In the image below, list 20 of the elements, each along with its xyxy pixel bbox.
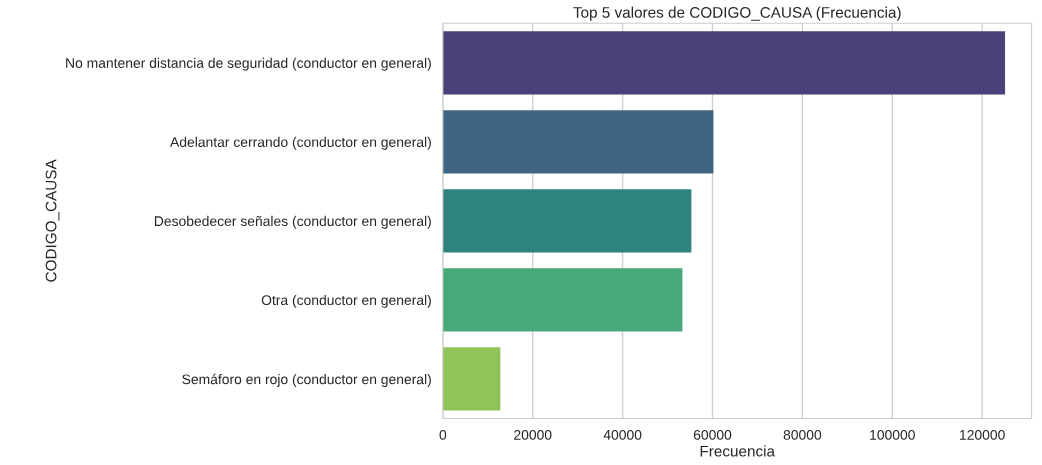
x-tick-label: 60000 xyxy=(693,429,732,440)
y-axis-title: CODIGO_CAUSA xyxy=(45,159,60,282)
bar xyxy=(442,189,692,253)
y-tick-label: Adelantar cerrando (conductor en general) xyxy=(170,136,431,150)
x-tick-label: 20000 xyxy=(514,429,552,440)
x-tick-label: 120000 xyxy=(960,429,1005,440)
y-tick-label: Desobedecer señales (conductor en general) xyxy=(154,215,431,229)
bar xyxy=(442,110,714,174)
x-tick-label: 0 xyxy=(439,429,447,440)
y-tick-label: Semáforo en rojo (conductor en general) xyxy=(182,373,431,387)
x-tick-label: 80000 xyxy=(783,429,822,440)
chart-title: Top 5 valores de CODIGO_CAUSA (Frecuencia) xyxy=(573,6,901,21)
y-tick-label: No mantener distancia de seguridad (conductor en general) xyxy=(66,57,431,71)
bar xyxy=(442,347,501,411)
bar xyxy=(442,31,1006,95)
bar xyxy=(442,268,683,332)
x-tick-label: 40000 xyxy=(603,429,642,440)
x-axis-title: Frecuencia xyxy=(700,445,775,457)
y-tick-label: Otra (conductor en general) xyxy=(261,294,431,308)
x-tick-label: 100000 xyxy=(870,429,915,440)
